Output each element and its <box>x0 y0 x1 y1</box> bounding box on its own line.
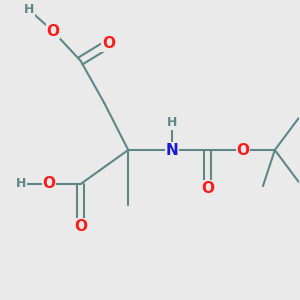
Text: H: H <box>24 3 34 16</box>
Text: O: O <box>42 176 56 191</box>
Text: O: O <box>102 36 115 51</box>
Text: H: H <box>16 178 26 190</box>
Text: N: N <box>165 142 178 158</box>
Text: O: O <box>46 24 59 39</box>
Text: O: O <box>237 142 250 158</box>
Text: O: O <box>201 181 214 196</box>
Text: O: O <box>74 219 87 234</box>
Text: H: H <box>167 116 177 129</box>
